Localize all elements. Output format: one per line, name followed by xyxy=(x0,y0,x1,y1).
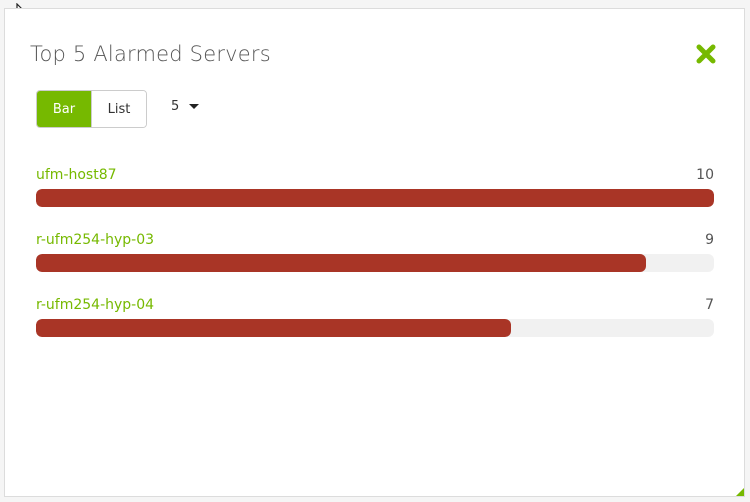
bar-fill[interactable] xyxy=(36,319,511,337)
bar-fill[interactable] xyxy=(36,254,647,272)
view-toggle: Bar List xyxy=(36,90,147,128)
count-select[interactable]: 5 xyxy=(171,99,200,114)
bar-track xyxy=(36,254,714,272)
server-name[interactable]: r-ufm254-hyp-03 xyxy=(36,232,155,248)
alarm-count: 9 xyxy=(705,232,714,248)
bar-track xyxy=(36,319,714,337)
server-name[interactable]: r-ufm254-hyp-04 xyxy=(36,297,155,313)
alarm-count: 7 xyxy=(705,297,714,313)
close-x-icon[interactable] xyxy=(695,43,717,65)
bar-track xyxy=(36,189,714,207)
widget-title: Top 5 Alarmed Servers xyxy=(30,42,271,66)
alarm-count: 10 xyxy=(696,167,714,183)
alarmed-servers-widget: Top 5 Alarmed Servers Bar List 5 ufm-hos… xyxy=(4,8,745,497)
count-value: 5 xyxy=(171,99,180,114)
list-view-button[interactable]: List xyxy=(91,91,146,127)
bar-fill[interactable] xyxy=(36,189,714,207)
caret-down-icon xyxy=(189,104,200,109)
bar-view-button[interactable]: Bar xyxy=(37,91,91,127)
resize-handle[interactable] xyxy=(736,488,744,496)
server-name[interactable]: ufm-host87 xyxy=(36,167,117,183)
